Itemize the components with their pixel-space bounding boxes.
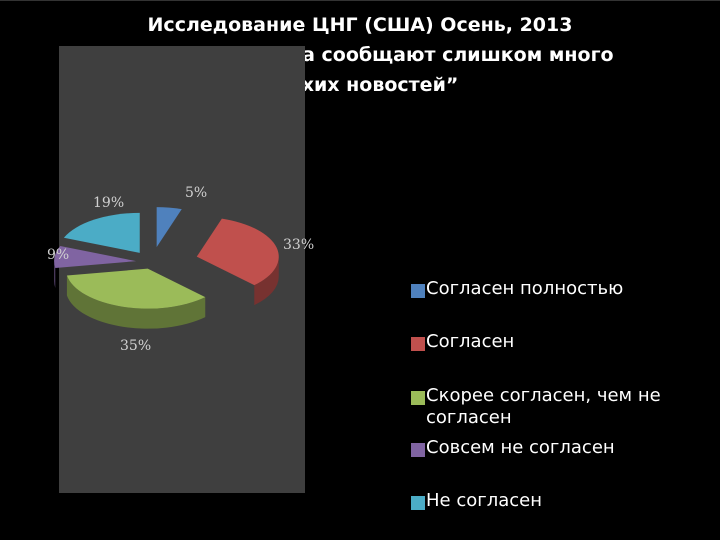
legend-swatch — [411, 443, 425, 457]
top-divider — [0, 0, 720, 1]
legend-label: Согласен — [426, 331, 515, 352]
legend-label: Совсем не согласен — [426, 437, 615, 458]
legend-label: Скорее согласен, чем не согласен — [426, 385, 661, 428]
legend-swatch — [411, 391, 425, 405]
legend-swatch — [411, 337, 425, 351]
title-line-3: плохих новостей” — [261, 74, 459, 96]
data-label: 5% — [185, 185, 207, 201]
slice-disagree — [63, 212, 140, 253]
slice-agree — [196, 218, 279, 306]
legend-swatch — [411, 496, 425, 510]
slice-top — [66, 268, 206, 309]
slice-side — [66, 275, 206, 329]
slice-top — [156, 207, 182, 248]
slice-top — [63, 212, 140, 253]
legend-label: Не согласен — [426, 490, 542, 511]
slice-side — [254, 256, 279, 306]
legend-label: Согласен полностью — [426, 278, 624, 299]
slice-side — [54, 261, 56, 288]
slice-disagree-completely — [54, 245, 137, 288]
title-line-1: Исследование ЦНГ (США) Осень, 2013 — [147, 14, 573, 36]
slice-rather-agree — [66, 268, 206, 329]
legend-swatch — [411, 284, 425, 298]
data-label: 9% — [47, 247, 69, 263]
slice-top — [196, 218, 279, 286]
slice-top — [54, 245, 137, 268]
slice-agree-fully — [156, 207, 182, 248]
data-label: 35% — [120, 338, 151, 354]
data-label: 19% — [93, 195, 124, 211]
data-label: 33% — [283, 237, 314, 253]
